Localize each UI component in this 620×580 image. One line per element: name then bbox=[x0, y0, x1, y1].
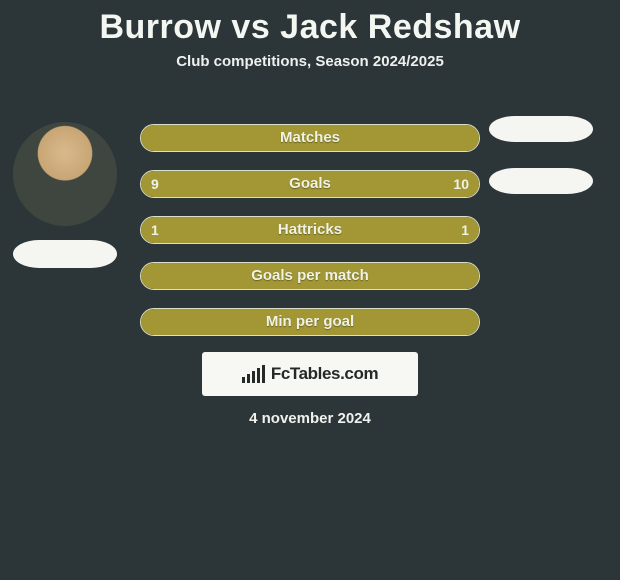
player-left-panel bbox=[8, 122, 122, 268]
player-right-name-pill-2 bbox=[489, 168, 593, 194]
brand-logo-bar bbox=[262, 365, 265, 383]
stat-bar-label: Goals bbox=[141, 171, 479, 197]
player-right-panel bbox=[484, 116, 598, 220]
stat-bar-right-value: 1 bbox=[461, 217, 469, 243]
stat-bar-label: Hattricks bbox=[141, 217, 479, 243]
player-left-name-pill bbox=[13, 240, 117, 268]
stat-bar-left-value: 1 bbox=[151, 217, 159, 243]
stat-bar: Goals9 10 bbox=[140, 170, 480, 198]
brand-text: FcTables.com bbox=[271, 364, 378, 384]
stat-bar: Min per goal bbox=[140, 308, 480, 336]
comparison-bars: Matches Goals9 10 Hattricks1 1 Goals per matc… bbox=[140, 124, 480, 354]
date-label: 4 november 2024 bbox=[0, 410, 620, 427]
stat-bar-label: Min per goal bbox=[141, 309, 479, 335]
stat-bar: Goals per match bbox=[140, 262, 480, 290]
stat-bar-label: Goals per match bbox=[141, 263, 479, 289]
stat-bar: Matches bbox=[140, 124, 480, 152]
stat-bar-label: Matches bbox=[141, 125, 479, 151]
stat-bar: Hattricks1 1 bbox=[140, 216, 480, 244]
player-left-avatar bbox=[13, 122, 117, 226]
brand-logo-bar bbox=[252, 371, 255, 383]
player-right-name-pill-1 bbox=[489, 116, 593, 142]
brand-logo-bar bbox=[257, 368, 260, 383]
brand-logo-bar bbox=[242, 377, 245, 383]
stat-bar-right-value: 10 bbox=[453, 171, 469, 197]
brand-logo-icon bbox=[242, 365, 265, 383]
subtitle: Club competitions, Season 2024/2025 bbox=[0, 53, 620, 70]
page-title: Burrow vs Jack Redshaw bbox=[0, 0, 620, 53]
brand-logo-bar bbox=[247, 374, 250, 383]
brand-box: FcTables.com bbox=[202, 352, 418, 396]
stat-bar-left-value: 9 bbox=[151, 171, 159, 197]
